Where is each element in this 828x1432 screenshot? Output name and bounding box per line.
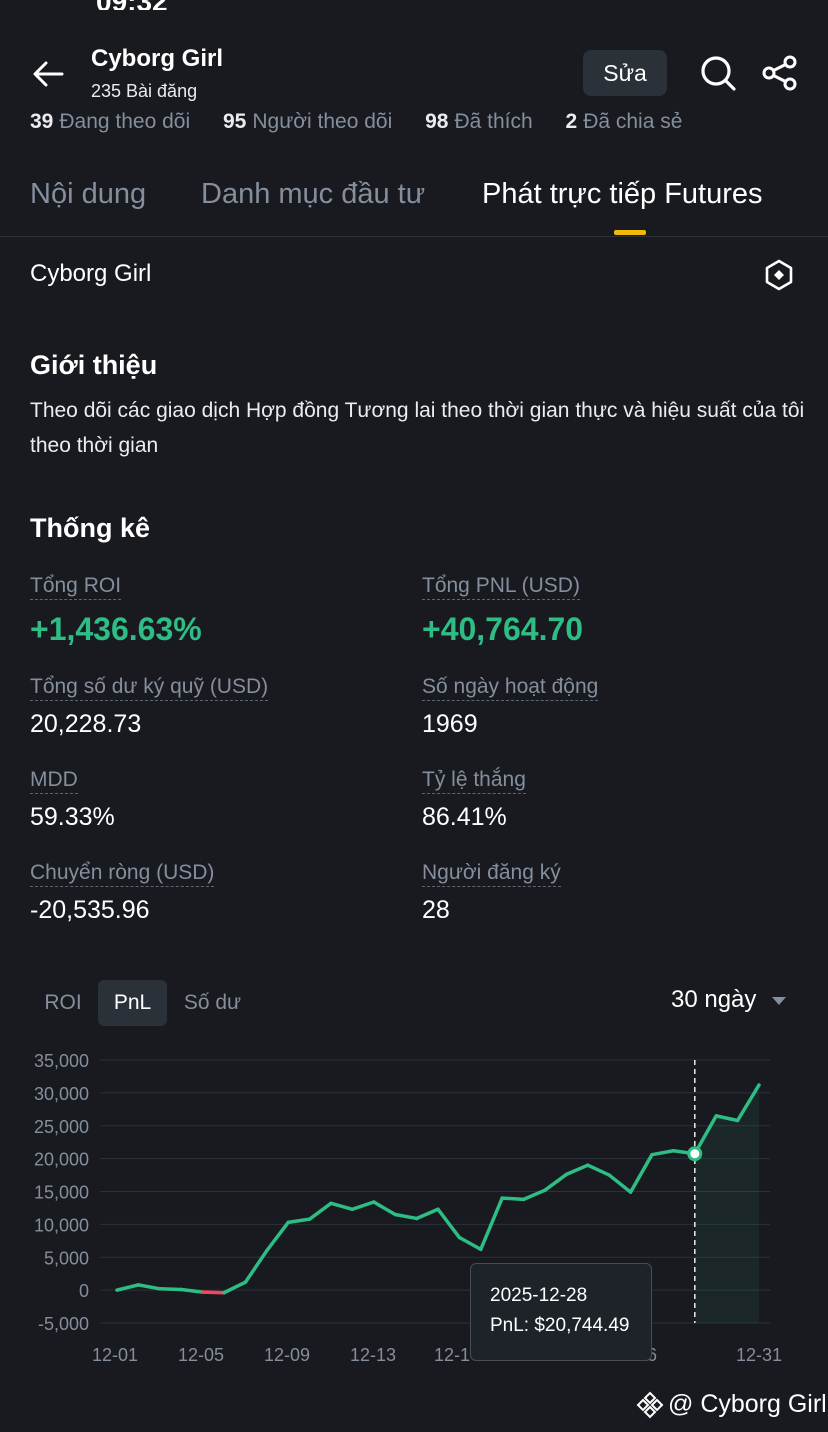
- stat-value-margin-balance: 20,228.73: [30, 710, 142, 738]
- intro-text: Theo dõi các giao dịch Hợp đồng Tương la…: [30, 399, 805, 457]
- watermark-text: @ Cyborg Girl: [668, 1390, 827, 1418]
- series-line-segment: [500, 1196, 526, 1202]
- stat-value-active-days: 1969: [422, 710, 478, 738]
- stat-label-total-roi[interactable]: Tổng ROI: [30, 574, 122, 600]
- status-time: 09:32: [96, 0, 168, 10]
- stat-value-subscribers: 28: [422, 896, 450, 924]
- series-line-segment: [136, 1283, 162, 1291]
- pnl-chart[interactable]: 35,000 30,000 25,000 20,000 15,000 10,000 5,00…: [0, 1040, 828, 1380]
- back-arrow-icon[interactable]: [28, 54, 68, 94]
- series-line-segment: [393, 1212, 419, 1221]
- stat-likes[interactable]: 98 Đã thích: [425, 110, 533, 133]
- y-tick-label: 35,000: [34, 1051, 89, 1071]
- y-tick-label: 15,000: [34, 1183, 89, 1203]
- series-line-segment: [115, 1283, 141, 1292]
- status-bar: 09:32: [0, 0, 828, 10]
- x-tick-label: 6: [647, 1345, 657, 1365]
- stat-label-total-pnl[interactable]: Tổng PNL (USD): [422, 574, 580, 600]
- series-line-segment: [350, 1200, 376, 1212]
- tab-portfolio[interactable]: Danh mục đầu tư: [201, 178, 426, 210]
- stat-label-win-rate[interactable]: Tỷ lệ thắng: [422, 768, 526, 794]
- tooltip-date: 2025-12-28: [490, 1285, 588, 1306]
- series-line-segment: [372, 1200, 397, 1217]
- stat-label-active-days[interactable]: Số ngày hoạt động: [422, 675, 599, 701]
- y-tick-label: 5,000: [44, 1248, 89, 1268]
- series-line-segment: [564, 1163, 590, 1177]
- series-line-segment: [243, 1248, 269, 1284]
- follow-stats: 39 Đang theo dõi 95 Người theo dõi 98 Đã th…: [30, 110, 709, 134]
- series-line-segment: [200, 1290, 226, 1295]
- chart-tab-balance[interactable]: Số dư: [183, 991, 242, 1014]
- chart-tab-pnl[interactable]: PnL: [98, 980, 167, 1026]
- x-tick-label: 12-01: [92, 1345, 138, 1365]
- stat-label-mdd[interactable]: MDD: [30, 768, 78, 794]
- series-line-segment: [521, 1188, 547, 1202]
- series-line-segment: [286, 1217, 312, 1225]
- binance-logo-icon: [636, 1391, 664, 1418]
- stat-value-win-rate: 86.41%: [422, 803, 507, 831]
- stat-value-total-roi: +1,436.63%: [30, 611, 202, 647]
- highlight-point: [687, 1146, 703, 1162]
- search-icon[interactable]: [698, 53, 738, 93]
- watermark: @ Cyborg Girl: [636, 1390, 827, 1419]
- stat-following[interactable]: 39 Đang theo dõi: [30, 110, 191, 133]
- portfolio-name: Cyborg Girl: [30, 260, 152, 287]
- hexagon-settings-icon[interactable]: [763, 259, 795, 291]
- tab-content[interactable]: Nội dung: [30, 178, 147, 210]
- edit-button[interactable]: Sửa: [583, 50, 667, 96]
- series-line-segment: [307, 1201, 333, 1221]
- x-tick-label: 12-31: [736, 1345, 782, 1365]
- share-icon[interactable]: [760, 53, 800, 93]
- series-line-segment: [735, 1083, 761, 1123]
- stat-value-net-transfer: -20,535.96: [30, 896, 150, 924]
- x-tick-label: 12-1: [434, 1345, 470, 1365]
- series-line-segment: [414, 1207, 440, 1221]
- caret-down-icon: [772, 996, 787, 1005]
- stat-label-margin-balance[interactable]: Tổng số dư ký quỹ (USD): [30, 675, 269, 701]
- range-label: 30 ngày: [671, 986, 757, 1013]
- x-tick-label: 12-05: [178, 1345, 224, 1365]
- y-tick-label: 30,000: [34, 1084, 89, 1104]
- profile-name: Cyborg Girl: [91, 45, 224, 72]
- series-line-segment: [650, 1148, 676, 1157]
- y-tick-label: 25,000: [34, 1117, 89, 1137]
- y-tick-label: 10,000: [34, 1215, 89, 1235]
- post-count: 235 Bài đăng: [91, 81, 198, 101]
- x-tick-label: 12-09: [264, 1345, 310, 1365]
- series-line-segment: [179, 1287, 205, 1294]
- tooltip-value: PnL: $20,744.49: [490, 1315, 630, 1336]
- series-line-segment: [265, 1220, 290, 1253]
- y-tick-label: -5,000: [38, 1314, 89, 1334]
- stat-label-subscribers[interactable]: Người đăng ký: [422, 861, 561, 887]
- range-dropdown[interactable]: 30 ngày: [671, 986, 787, 1014]
- stat-value-mdd: 59.33%: [30, 803, 115, 831]
- stat-value-total-pnl: +40,764.70: [422, 611, 584, 647]
- series-line-segment: [222, 1280, 248, 1295]
- y-tick-label: 0: [79, 1281, 89, 1301]
- tab-futures-live[interactable]: Phát trực tiếp Futures: [482, 178, 763, 210]
- stat-followers[interactable]: 95 Người theo dõi: [222, 110, 393, 133]
- stat-shares[interactable]: 2 Đã chia sẻ: [565, 110, 683, 133]
- series-line-segment: [628, 1152, 654, 1194]
- intro-title: Giới thiệu: [30, 350, 158, 380]
- series-line-segment: [714, 1114, 740, 1123]
- chart-tab-roi[interactable]: ROI: [44, 991, 82, 1014]
- active-tab-indicator: [614, 230, 646, 235]
- series-line-segment: [329, 1201, 355, 1212]
- series-line-segment: [586, 1163, 611, 1177]
- stats-title: Thống kê: [30, 513, 150, 543]
- series-line-segment: [607, 1173, 633, 1194]
- chart-tooltip: 2025-12-28 PnL: $20,744.49: [470, 1263, 652, 1361]
- chart-area-fill: [694, 1084, 759, 1323]
- series-line-segment: [457, 1235, 483, 1252]
- series-line-segment: [479, 1196, 504, 1252]
- y-tick-label: 20,000: [34, 1150, 89, 1170]
- series-line-segment: [158, 1287, 183, 1292]
- profile-tabs: Nội dung Danh mục đầu tư Phát trực tiếp …: [0, 170, 828, 237]
- series-line-segment: [543, 1172, 569, 1192]
- stat-label-net-transfer[interactable]: Chuyển ròng (USD): [30, 861, 215, 887]
- x-tick-label: 12-13: [350, 1345, 396, 1365]
- series-line-segment: [436, 1207, 462, 1240]
